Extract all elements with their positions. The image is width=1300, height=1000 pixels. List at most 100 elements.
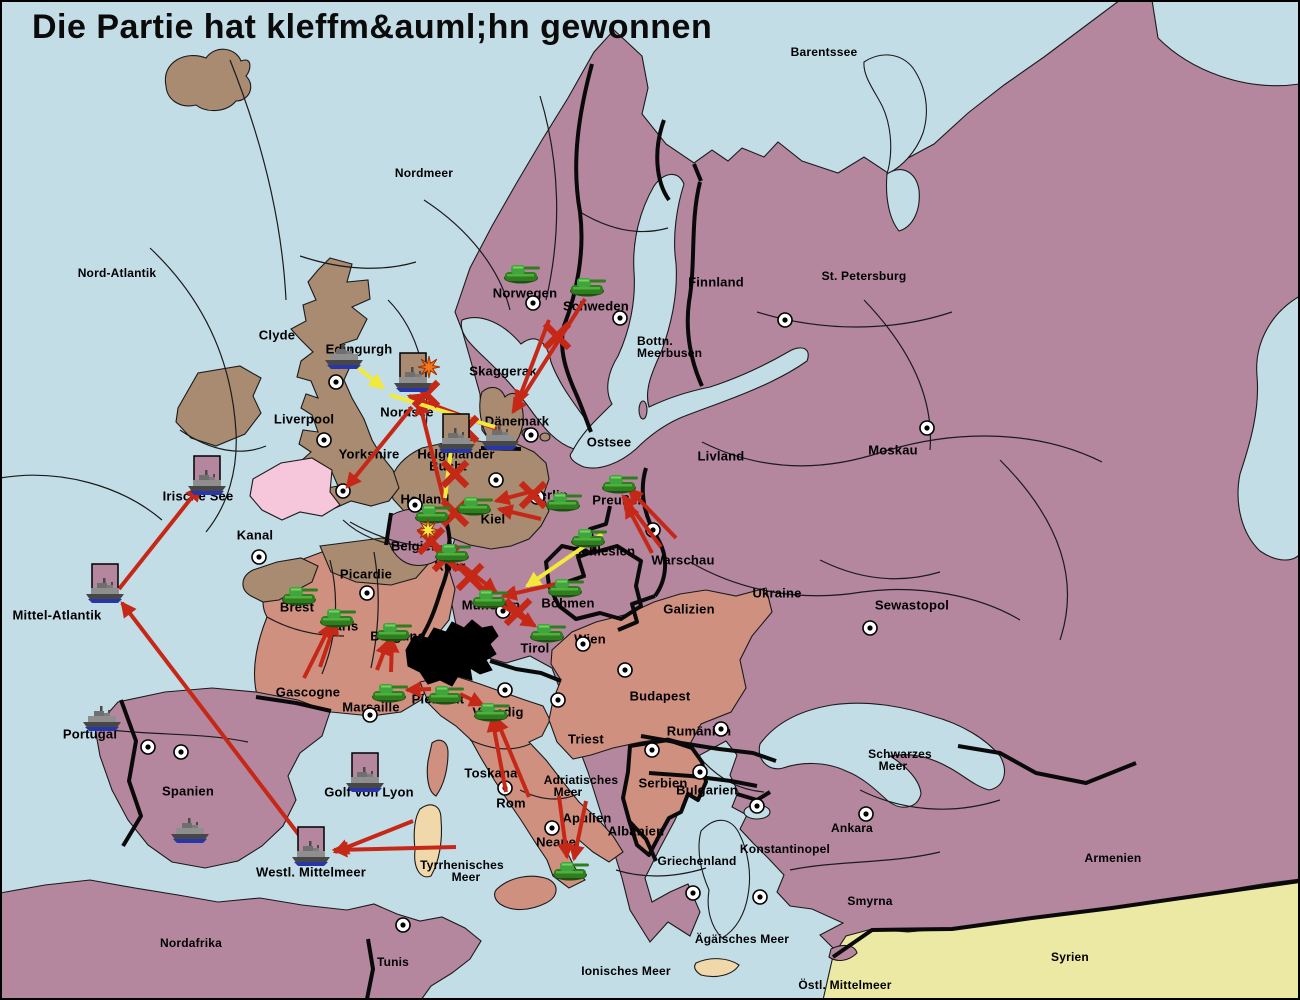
order-arrow-yellow <box>389 393 496 429</box>
fleet-unit-westl-mittelmeer <box>292 826 330 866</box>
supply-center-core <box>754 803 760 809</box>
province-label-adriatisches: Adriatisches <box>544 773 619 787</box>
explosion-burst-yellow <box>416 518 440 542</box>
order-arrow-red <box>383 636 400 673</box>
fleet-unit-golf-von-lyon <box>346 752 384 792</box>
order-arrow-red <box>404 681 432 698</box>
order-arrow-red <box>414 398 448 510</box>
province-label-clyde: Clyde <box>259 327 295 342</box>
province-label--stl-mittelmeer: Östl. Mittelmeer <box>798 977 891 992</box>
island-bornholm <box>539 432 551 442</box>
province-label-spanien: Spanien <box>162 783 214 798</box>
order-arrow-red <box>331 841 457 858</box>
supply-center-dot <box>752 889 768 905</box>
province-label-mittel-atlantik: Mittel-Atlantik <box>13 607 103 622</box>
game-result-title: Die Partie hat kleffm&auml;hn gewonnen <box>32 8 713 46</box>
province-label-ukraine: Ukraine <box>752 585 801 600</box>
sea-white-sea-arm <box>885 169 920 232</box>
supply-center-dot <box>173 744 189 760</box>
order-arrow-red <box>514 319 551 407</box>
supply-center-dot <box>316 432 332 448</box>
province-label-meer: Meer <box>554 785 583 799</box>
province-label-meer: Meer <box>879 759 908 773</box>
province-label-galizien: Galizien <box>663 601 714 616</box>
order-arrow-red <box>461 564 498 594</box>
fleet-unit-nordsee <box>394 352 432 392</box>
supply-center-core <box>256 554 262 560</box>
sea-caspian <box>1237 295 1300 561</box>
order-arrow-red <box>345 405 414 489</box>
order-arrow-red <box>375 638 391 671</box>
bold-borders <box>119 63 1300 1000</box>
province-label-liverpool: Liverpool <box>274 411 334 426</box>
order-arrow-red <box>624 501 654 554</box>
supply-center-core <box>924 425 930 431</box>
province-label-yorkshire: Yorkshire <box>339 446 400 461</box>
supply-center-dot <box>617 662 633 678</box>
province-label-syrien: Syrien <box>1051 950 1089 964</box>
province-label-tirol: Tirol <box>521 640 550 655</box>
supply-center-dot <box>692 764 708 780</box>
province-label-marsaille: Marsaille <box>342 699 399 714</box>
supply-center-dot <box>140 739 156 755</box>
supply-center-dot <box>525 295 541 311</box>
province-label-apulien: Apulien <box>562 810 611 825</box>
order-arrow-red <box>117 485 202 591</box>
supply-center-core <box>321 437 327 443</box>
supply-center-core <box>500 608 506 614</box>
sea-aegean <box>698 819 751 939</box>
province-label-sewastopol: Sewastopol <box>875 597 949 612</box>
province-label-b-hmen: Böhmen <box>541 595 594 610</box>
order-arrow-red <box>557 795 574 860</box>
province-label-schwarzes: Schwarzes <box>868 747 932 761</box>
order-arrow-red <box>568 800 588 862</box>
island-sardinia <box>413 804 443 878</box>
supply-center-dot <box>749 798 765 814</box>
province-label-st-petersburg: St. Petersburg <box>822 269 907 283</box>
province-label-bulgarien: Bulgarien <box>676 782 738 797</box>
province-label-tyrrhenisches: Tyrrhenisches <box>420 858 504 872</box>
supply-center-dot <box>359 585 375 601</box>
province-label-warschau: Warschau <box>651 552 714 567</box>
supply-center-core <box>580 641 586 647</box>
province-label-meer: Meer <box>452 870 481 884</box>
sea-black-sea <box>758 702 1005 808</box>
supply-center-dot <box>777 312 793 328</box>
order-arrow-red <box>500 582 557 601</box>
province-label-barentssee: Barentssee <box>791 45 858 59</box>
supply-center-core <box>622 667 628 673</box>
province-label-bottn-: Bottn. <box>637 334 673 348</box>
province-label-ostsee: Ostsee <box>587 434 632 449</box>
province-label-tunis: Tunis <box>377 955 409 969</box>
supply-center-core <box>718 726 724 732</box>
supply-center-core <box>367 712 373 718</box>
supply-center-core <box>364 590 370 596</box>
supply-center-dot <box>713 721 729 737</box>
supply-center-core <box>863 811 869 817</box>
supply-center-dot <box>544 820 560 836</box>
supply-center-core <box>178 749 184 755</box>
supply-center-dot <box>919 420 935 436</box>
province-label-triest: Triest <box>568 731 604 746</box>
supply-center-dot <box>685 885 701 901</box>
province-label-finnland: Finnland <box>688 274 744 289</box>
supply-center-core <box>333 379 339 385</box>
island-crete <box>694 958 740 978</box>
supply-center-dot <box>612 310 628 326</box>
province-label-westl-mittelmeer: Westl. Mittelmeer <box>256 864 366 879</box>
supply-center-dot <box>862 620 878 636</box>
order-arrow-red <box>493 715 531 798</box>
island-sicily <box>494 875 557 911</box>
supply-center-dot <box>497 682 513 698</box>
province-label-griechenland: Griechenland <box>657 854 736 868</box>
supply-center-core <box>782 317 788 323</box>
land-wales <box>249 457 341 521</box>
province-label-neapel: Neapel <box>536 834 580 849</box>
province-label-livland: Livland <box>698 448 745 463</box>
order-arrow-red <box>459 691 486 707</box>
supply-center-dot <box>550 692 566 708</box>
province-label-serbien: Serbien <box>638 775 687 790</box>
order-arrow-red <box>302 621 333 679</box>
province-label-albanien: Albanien <box>608 823 665 838</box>
